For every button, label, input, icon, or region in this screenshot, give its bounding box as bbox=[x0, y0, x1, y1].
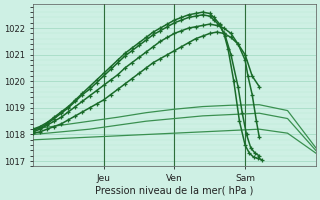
X-axis label: Pression niveau de la mer( hPa ): Pression niveau de la mer( hPa ) bbox=[95, 186, 253, 196]
